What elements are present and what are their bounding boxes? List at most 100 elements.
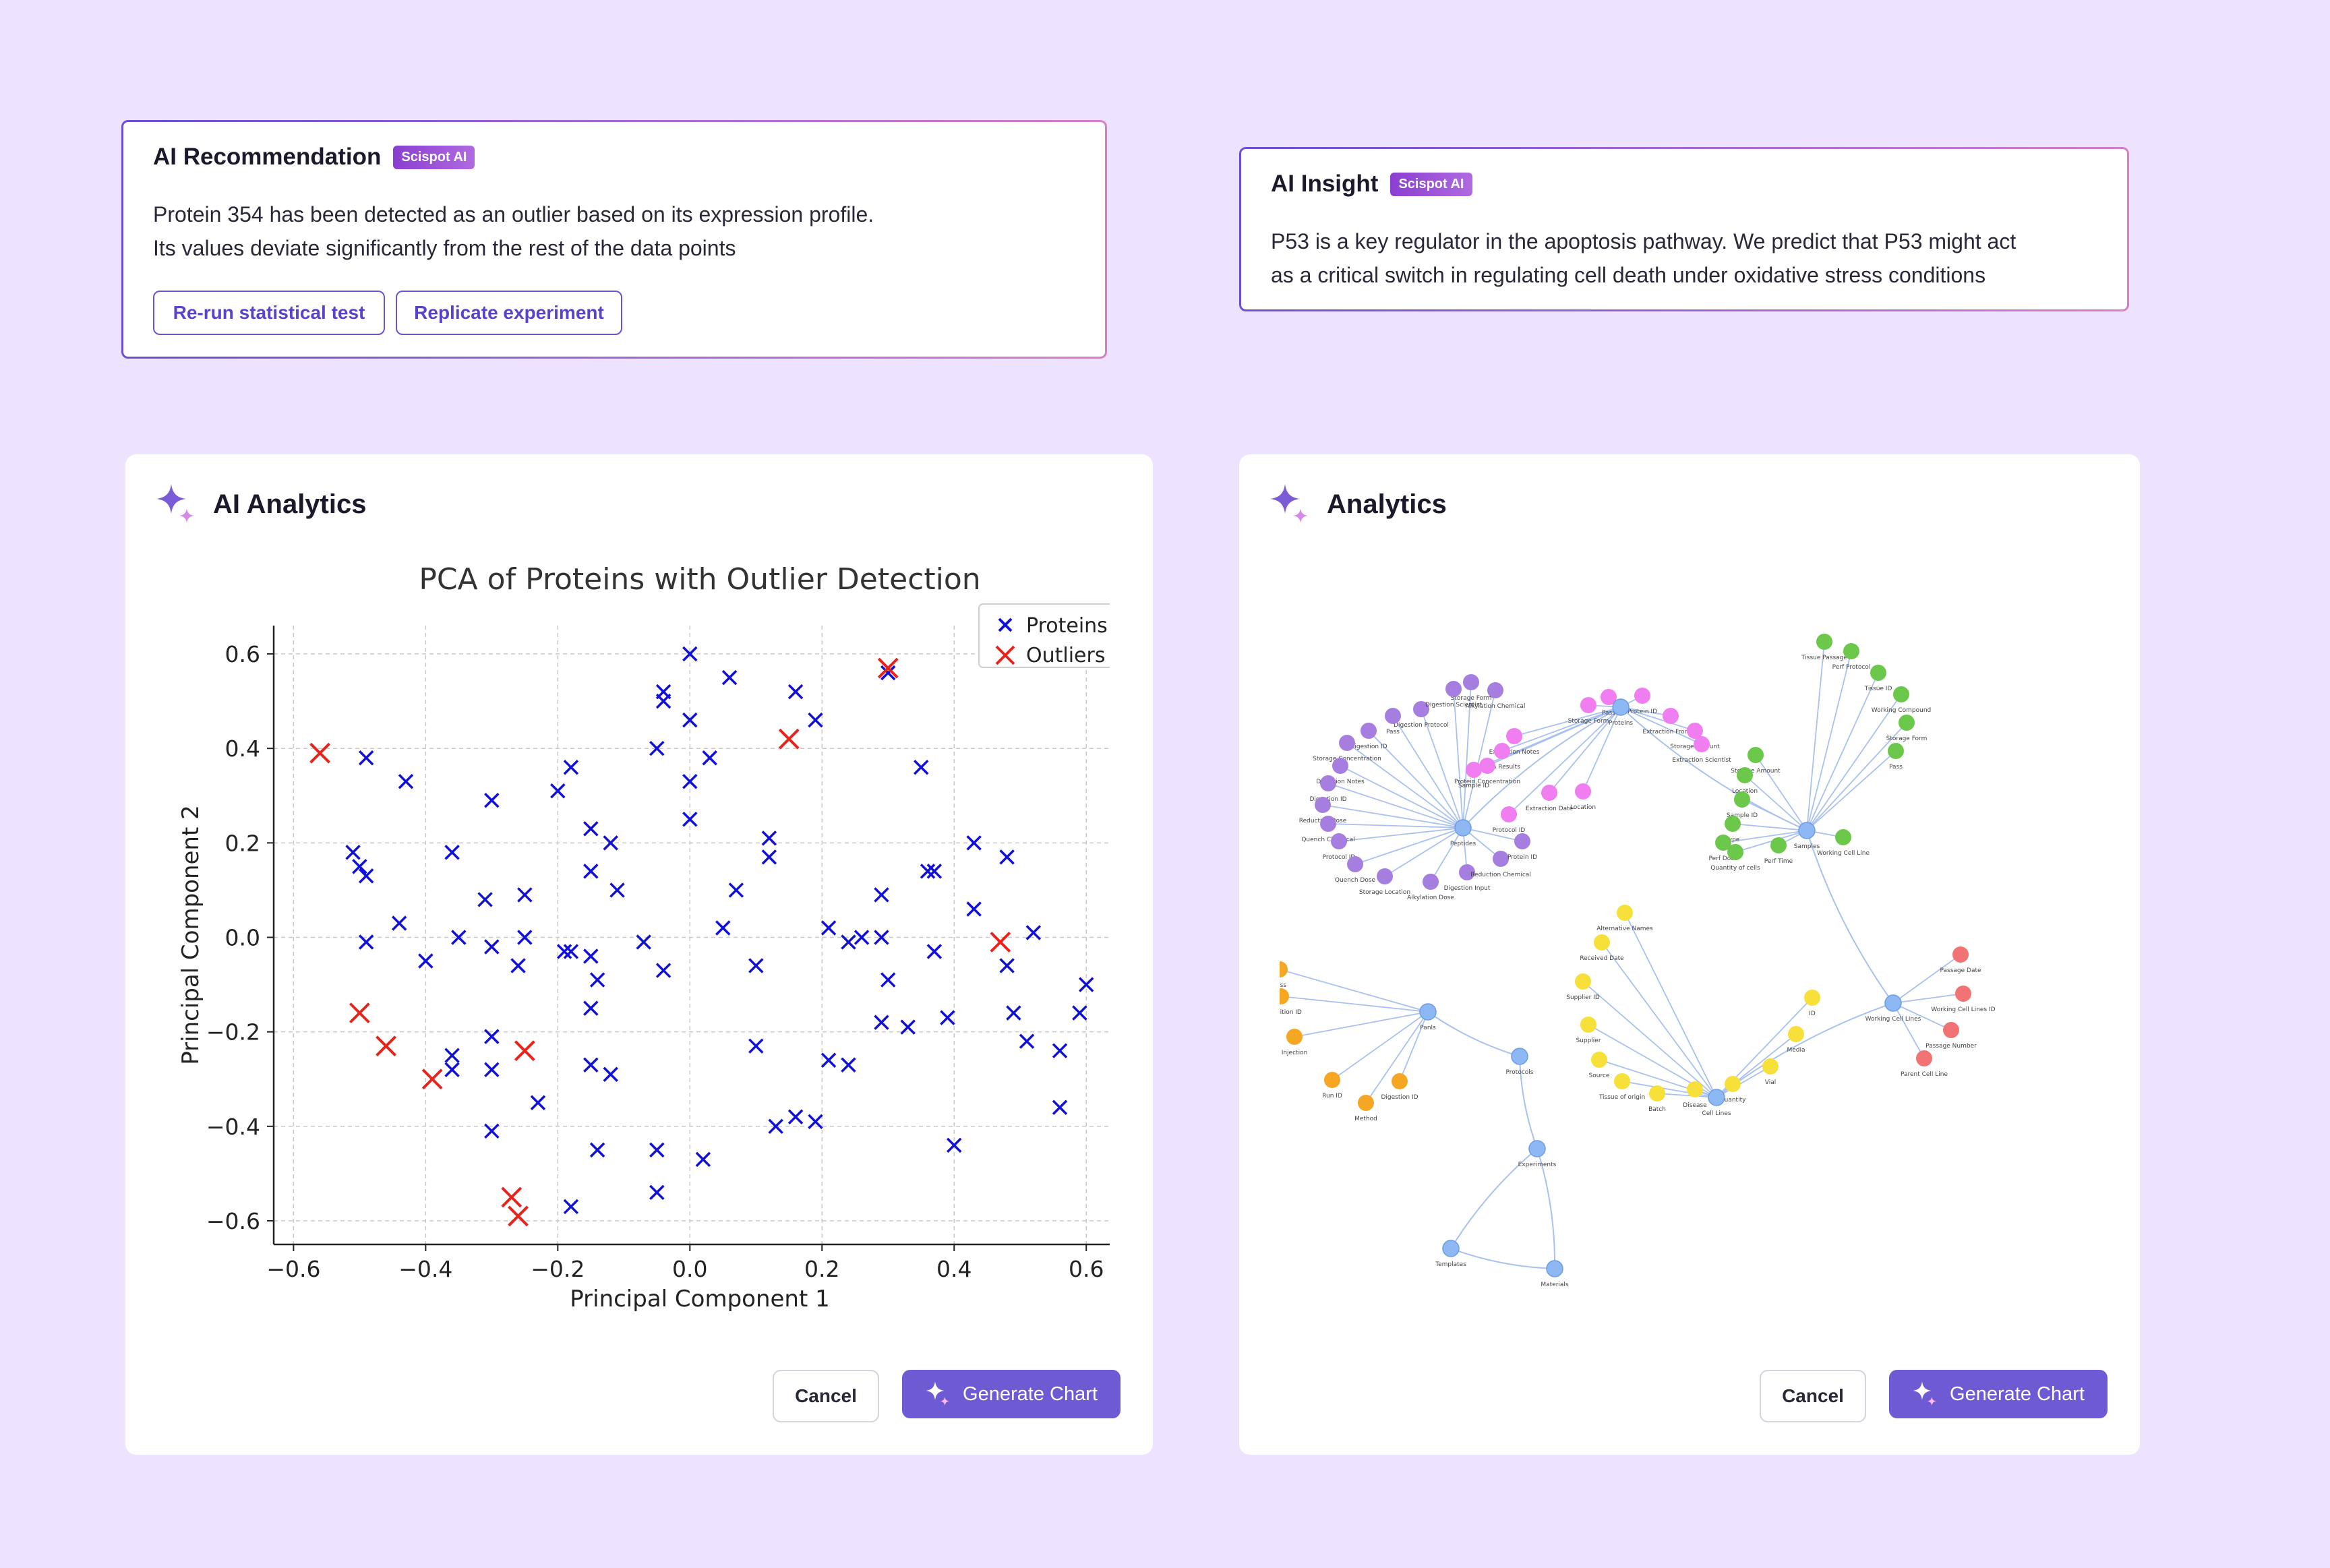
protein-point [926, 944, 943, 959]
svg-text:Storage Form: Storage Form [1886, 735, 1928, 742]
insight-line-2: as a critical switch in regulating cell … [1271, 263, 1986, 287]
x-tick-label: 0.2 [804, 1256, 839, 1282]
protein-point [603, 1066, 618, 1082]
protein-point [589, 1142, 605, 1158]
protein-point [398, 774, 414, 789]
generate-chart-button[interactable]: Generate Chart [1889, 1370, 2108, 1418]
graph-edge [1368, 730, 1464, 828]
protein-point [649, 1142, 665, 1158]
svg-text:Protein ID: Protein ID [1507, 854, 1537, 861]
hub-proteins: Proteins [1609, 698, 1633, 727]
protein-point [787, 684, 804, 700]
svg-text:Pass: Pass [1602, 710, 1615, 717]
protein-point [583, 864, 599, 879]
node-run-id: Run ID [1322, 1072, 1342, 1099]
svg-text:Working Cell Lines ID: Working Cell Lines ID [1931, 1006, 1995, 1013]
protein-point [583, 948, 599, 964]
sparkle-icon [1270, 484, 1308, 523]
node-alkylation-dose: Alkylation Dose [1407, 874, 1454, 901]
svg-text:Protein ID: Protein ID [1627, 708, 1657, 715]
protein-point [484, 793, 500, 808]
node-tissue-of-origin: Tissue of origin [1599, 1073, 1645, 1101]
node-sample-id: Sample ID [1727, 791, 1758, 819]
cancel-button[interactable]: Cancel [773, 1370, 879, 1422]
svg-text:Passage Number: Passage Number [1925, 1043, 1977, 1050]
protein-point [999, 958, 1015, 973]
recommendation-title: AI Recommendation [153, 144, 382, 170]
graph-edge [1806, 641, 1825, 831]
protein-point [841, 1057, 856, 1073]
analytics-panel: Analytics Extraction Notes Storage Form Pa… [1239, 454, 2140, 1455]
outlier-point [508, 1205, 529, 1227]
node-parent-cell-line: Parent Cell Line [1901, 1050, 1948, 1078]
svg-text:Digestion Notes: Digestion Notes [1316, 779, 1365, 785]
x-tick-label: 0.6 [1069, 1256, 1104, 1282]
protein-point [702, 750, 717, 766]
node-digestion-scientist: Digestion Scientist [1425, 681, 1483, 708]
protein-point [874, 1015, 889, 1030]
y-tick-label: 0.0 [225, 925, 260, 951]
rerun-statistical-test-button[interactable]: Re-run statistical test [153, 291, 385, 335]
svg-text:Tissue Passage: Tissue Passage [1801, 655, 1847, 661]
generate-chart-button[interactable]: Generate Chart [902, 1370, 1121, 1418]
protein-point [391, 915, 407, 931]
node-source: Source [1589, 1052, 1610, 1079]
svg-text:Alkylation Chemical: Alkylation Chemical [1466, 703, 1526, 710]
node-vial: Vial [1762, 1058, 1779, 1086]
svg-text:Protocol ID: Protocol ID [1323, 854, 1356, 861]
protein-point [966, 901, 982, 917]
svg-text:Quantity of cells: Quantity of cells [1710, 865, 1760, 872]
protein-point [947, 1137, 962, 1153]
graph-edge [1744, 775, 1808, 831]
svg-text:BCA Results: BCA Results [1484, 764, 1520, 771]
protein-point [358, 750, 374, 766]
graph-edge [1332, 1011, 1429, 1081]
graph-edge [1620, 706, 1702, 745]
node-perf-protocol: Perf Protocol [1832, 643, 1870, 671]
svg-text:Panls: Panls [1420, 1025, 1436, 1031]
panel-title: Analytics [1327, 489, 1447, 519]
graph-edge [1280, 996, 1429, 1013]
protein-point [583, 1000, 599, 1016]
graph-edge [1392, 715, 1464, 828]
svg-text:ID: ID [1809, 1011, 1816, 1017]
cancel-button[interactable]: Cancel [1760, 1370, 1866, 1422]
graph-edge [1462, 682, 1472, 828]
ai-analytics-header: AI Analytics [155, 483, 366, 526]
protein-point [589, 972, 605, 988]
graph-edge [1755, 754, 1808, 831]
node-extraction-scientist: Extraction Scientist [1672, 736, 1731, 764]
graph-edge [1421, 708, 1464, 828]
replicate-experiment-button[interactable]: Replicate experiment [396, 291, 622, 335]
svg-text:Location: Location [1570, 804, 1596, 811]
node-protocol-id: Protocol ID [1323, 833, 1356, 861]
graph-edge [1892, 1002, 1925, 1059]
y-tick-label: −0.4 [206, 1114, 260, 1140]
x-tick-label: 0.0 [672, 1256, 707, 1282]
svg-text:Passage Date: Passage Date [1940, 967, 1981, 974]
svg-text:Extraction Notes: Extraction Notes [1489, 749, 1540, 756]
protein-point [636, 934, 651, 950]
svg-text:Extraction Date: Extraction Date [1526, 806, 1574, 812]
graph-edge [1582, 981, 1717, 1098]
protein-point [517, 930, 533, 945]
graph-edge [1327, 823, 1464, 828]
node-media: Media [1787, 1026, 1805, 1054]
ai-recommendation-card: AI Recommendation Scispot AI Protein 354… [121, 120, 1107, 359]
svg-text:Vial: Vial [1765, 1079, 1776, 1086]
node-quantity-of-cells: Quantity of cells [1710, 844, 1760, 872]
protein-point [682, 774, 698, 789]
hub-protocols: Protocols [1506, 1048, 1534, 1076]
svg-text:Storage Amount: Storage Amount [1731, 768, 1781, 775]
graph-edge [1806, 694, 1902, 831]
svg-text:Working Compound: Working Compound [1872, 707, 1931, 714]
graph-edge [1365, 1011, 1429, 1104]
protein-point [1006, 1005, 1021, 1021]
outlier-point [309, 742, 331, 764]
x-axis-label: Principal Component 1 [570, 1286, 830, 1313]
graph-edge [1806, 722, 1907, 831]
protein-point [510, 958, 526, 973]
protein-point [358, 868, 374, 884]
graph-edge [1519, 1056, 1538, 1149]
graph-edge [1806, 672, 1879, 831]
